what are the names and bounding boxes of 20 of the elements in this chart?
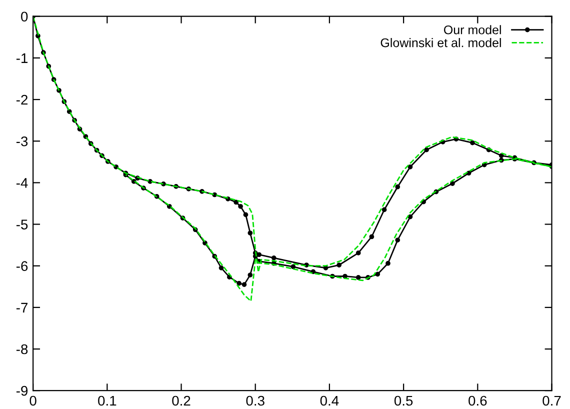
x-tick-label: 0.5 [394, 396, 413, 406]
y-tick-label: -7 [16, 302, 28, 312]
x-tick-label: 0.6 [468, 396, 487, 406]
y-tick-label: -2 [16, 94, 28, 105]
legend-label: Glowinski et al. model [380, 38, 501, 48]
y-tick-label: -6 [16, 261, 28, 272]
y-tick-label: -4 [16, 178, 28, 188]
y-tick-label: -1 [16, 53, 28, 63]
y-tick-label: 0 [21, 12, 28, 22]
x-tick-label: 0.1 [98, 396, 116, 406]
x-tick-label: 0.3 [246, 396, 264, 406]
legend-label: Our model [444, 25, 501, 34]
x-tick-label: 0.4 [320, 396, 339, 406]
y-tick-label: -8 [16, 344, 28, 354]
y-tick-label: -3 [16, 136, 28, 146]
x-tick-label: 0.7 [542, 396, 561, 406]
x-tick-label: 0.2 [172, 396, 190, 406]
x-tick-label: 0 [30, 396, 36, 406]
y-tick-label: -9 [16, 386, 28, 396]
y-tick-label: -5 [16, 220, 28, 230]
